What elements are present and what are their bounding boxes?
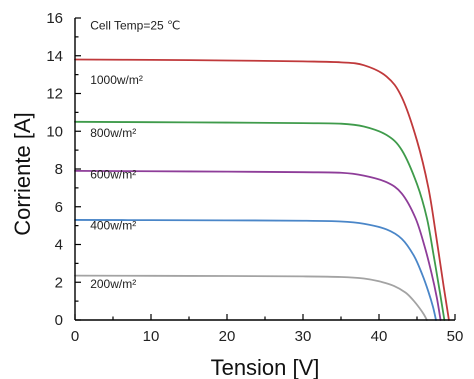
y-tick-label: 12	[46, 86, 63, 103]
x-tick-label: 30	[295, 328, 312, 345]
x-tick-label: 0	[71, 328, 79, 345]
x-tick-label: 40	[371, 328, 388, 345]
y-tick-label: 16	[46, 10, 63, 27]
x-tick-label: 20	[219, 328, 236, 345]
series-line	[74, 58, 450, 321]
series-layer	[74, 58, 450, 321]
annotation-label: Cell Temp=25 ℃	[90, 18, 180, 32]
x-tick-label: 10	[143, 328, 160, 345]
annotation-label: 200w/m²	[90, 277, 136, 291]
y-axis-title: Corriente [A]	[10, 112, 35, 236]
annotation-label: 800w/m²	[90, 126, 136, 140]
y-tick-label: 0	[55, 312, 63, 329]
annotations-layer: Cell Temp=25 ℃ 1000w/m² 800w/m² 600w/m² 400w…	[90, 18, 180, 291]
y-tick-label: 10	[46, 123, 63, 140]
y-tick-label: 6	[55, 199, 63, 216]
annotation-label: 400w/m²	[90, 218, 136, 232]
annotation-label: 1000w/m²	[90, 73, 143, 87]
x-axis-title: Tension [V]	[211, 355, 320, 379]
series-line	[74, 274, 428, 321]
x-tick-label: 50	[447, 328, 464, 345]
y-tick-label: 4	[55, 237, 63, 254]
series-line	[74, 219, 437, 321]
y-tick-label: 14	[46, 48, 63, 65]
y-tick-label: 8	[55, 161, 63, 178]
y-tick-label: 2	[55, 274, 63, 291]
series-line	[74, 120, 446, 321]
annotation-label: 600w/m²	[90, 167, 136, 181]
series-line	[74, 169, 442, 321]
ticks-layer: 0 10 20 30 40 50 0 2 4 6 8 10 12 14 16	[46, 10, 463, 345]
